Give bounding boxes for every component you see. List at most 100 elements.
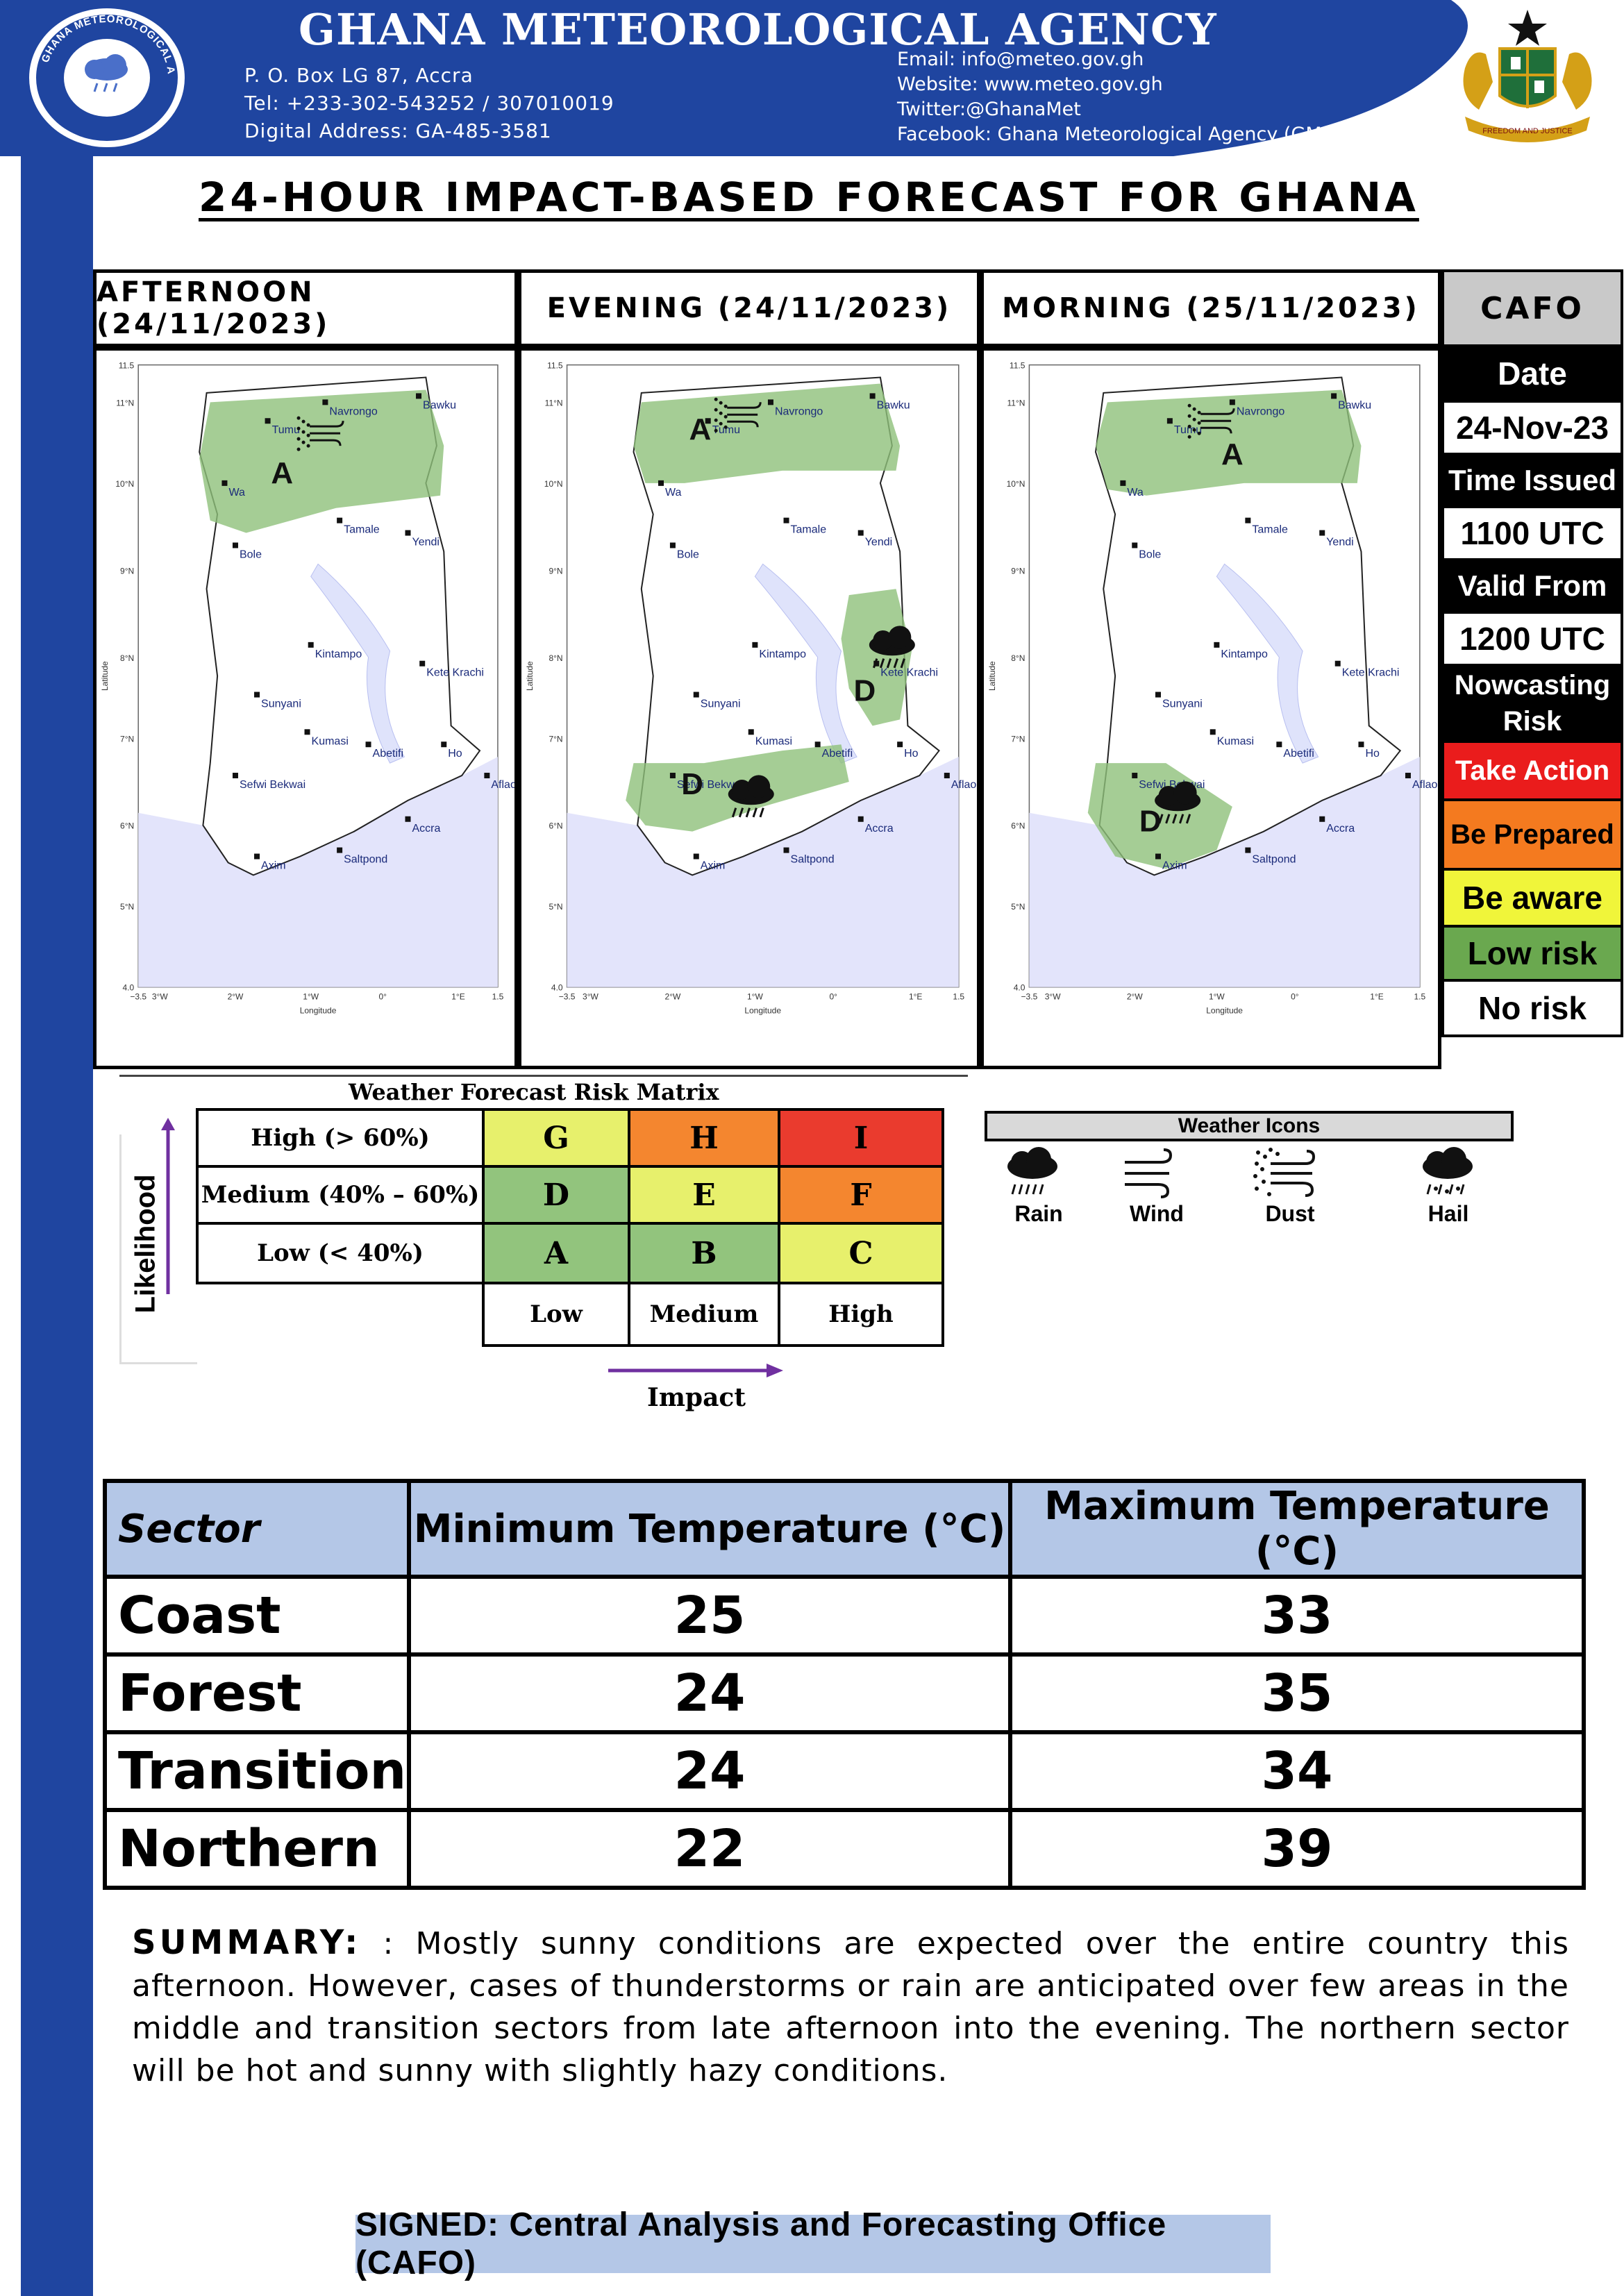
y-tick-label: 8°N bbox=[120, 653, 134, 663]
x-axis-label: Longitude bbox=[300, 1006, 337, 1016]
x-tick-label: 1°W bbox=[1209, 992, 1225, 1002]
matrix-bottom-rule bbox=[119, 1362, 197, 1364]
max-temp-cell: 33 bbox=[1007, 1575, 1587, 1657]
dust-icon bbox=[714, 397, 762, 433]
risk-cell-c: C bbox=[778, 1222, 944, 1284]
wind-icon bbox=[1119, 1146, 1182, 1205]
city-marker bbox=[693, 692, 699, 698]
city-marker bbox=[1276, 741, 1282, 748]
city-label: Tumu bbox=[1174, 424, 1202, 436]
city-marker bbox=[1245, 517, 1251, 523]
risk-zone bbox=[841, 589, 912, 726]
city-label: Axim bbox=[261, 860, 286, 872]
impact-label: Impact bbox=[647, 1383, 746, 1412]
city-label: Kete Krachi bbox=[1342, 667, 1400, 679]
city-label: Aflao bbox=[951, 779, 977, 791]
y-tick-label: 10°N bbox=[544, 479, 563, 489]
x-tick-label: 1.5 bbox=[492, 992, 504, 1002]
city-label: Ho bbox=[448, 748, 462, 760]
y-tick-label: 9°N bbox=[549, 566, 562, 576]
website-link[interactable]: Website: www.meteo.gov.gh bbox=[897, 74, 1163, 95]
city-label: Sunyani bbox=[1162, 698, 1203, 710]
table-header-row: Sector Minimum Temperature (°C) Maximum … bbox=[102, 1479, 1587, 1579]
col-label-high: High bbox=[778, 1282, 944, 1347]
city-label: Tamale bbox=[344, 524, 380, 536]
table-row: Northern 22 39 bbox=[102, 1808, 1587, 1890]
city-label: Accra bbox=[412, 823, 440, 835]
city-label: Kete Krachi bbox=[880, 667, 938, 679]
city-marker bbox=[857, 530, 864, 536]
header-banner bbox=[0, 0, 1624, 156]
period-afternoon-header: AFTERNOON (24/11/2023) bbox=[93, 269, 518, 347]
header-sector: Sector bbox=[102, 1479, 412, 1579]
city-marker bbox=[944, 773, 950, 779]
rain-icon bbox=[1155, 781, 1201, 824]
city-label: Aflao bbox=[491, 779, 514, 791]
dust-icon bbox=[296, 416, 344, 451]
weather-icons-title: Weather Icons bbox=[985, 1111, 1514, 1141]
lake-volta bbox=[310, 563, 405, 764]
email-link[interactable]: Email: info@meteo.gov.gh bbox=[897, 49, 1144, 70]
city-label: Sefwi Bekwai bbox=[677, 779, 743, 791]
city-marker bbox=[693, 853, 699, 860]
y-tick-label: 8°N bbox=[1011, 653, 1025, 663]
risk-cell-b: B bbox=[628, 1222, 780, 1284]
y-tick-label: 7°N bbox=[549, 734, 562, 744]
city-marker bbox=[416, 393, 422, 399]
risk-zone bbox=[633, 383, 901, 483]
city-marker bbox=[897, 741, 903, 748]
risk-be-aware: Be aware bbox=[1441, 868, 1623, 928]
facebook-link[interactable]: Facebook: Ghana Meteorological Agency (G… bbox=[897, 124, 1348, 145]
city-label: Tamale bbox=[791, 524, 827, 536]
ghana-outline bbox=[633, 376, 940, 876]
y-axis-label: Latitude bbox=[987, 661, 997, 691]
lake-volta bbox=[1216, 563, 1319, 764]
y-tick-label: 11°N bbox=[116, 398, 134, 408]
city-label: Yendi bbox=[412, 537, 439, 548]
y-tick-label: 6°N bbox=[549, 821, 562, 831]
rain-icon bbox=[1001, 1146, 1064, 1205]
likelihood-label: Likelihood bbox=[130, 1174, 161, 1313]
x-tick-label: 0° bbox=[829, 992, 837, 1002]
risk-matrix: Weather Forecast Risk Matrix Likelihood … bbox=[119, 1075, 968, 1421]
city-label: Bawku bbox=[423, 399, 456, 411]
table-row: Forest 24 35 bbox=[102, 1652, 1587, 1734]
agency-name: GHANA METEOROLOGICAL AGENCY bbox=[299, 4, 1217, 55]
city-label: Abetifi bbox=[373, 748, 403, 760]
lake-volta bbox=[754, 563, 857, 764]
coat-of-arms: FREEDOM AND JUSTICE bbox=[1444, 6, 1611, 144]
x-tick-label: 1°E bbox=[1370, 992, 1383, 1002]
y-tick-label: 10°N bbox=[115, 479, 134, 489]
city-marker bbox=[869, 393, 876, 399]
sea-area bbox=[1029, 757, 1420, 987]
x-tick-label: 2°W bbox=[1127, 992, 1143, 1002]
city-marker bbox=[1120, 480, 1126, 486]
city-label: Kumasi bbox=[755, 735, 792, 747]
city-marker bbox=[1155, 692, 1162, 698]
city-marker bbox=[232, 542, 238, 548]
risk-matrix-title: Weather Forecast Risk Matrix bbox=[349, 1079, 719, 1105]
risk-zone bbox=[1096, 389, 1362, 496]
nowcasting-risk-label: Nowcasting Risk bbox=[1441, 664, 1623, 743]
city-label: Tamale bbox=[1252, 524, 1288, 536]
city-label: Sefwi Bekwai bbox=[240, 779, 305, 791]
city-label: Sunyani bbox=[701, 698, 741, 710]
risk-zone-code: A bbox=[271, 456, 293, 490]
y-tick-label: 7°N bbox=[1011, 734, 1025, 744]
sector-cell: Coast bbox=[102, 1575, 412, 1657]
risk-zone bbox=[199, 389, 444, 533]
y-tick-label: 4.0 bbox=[123, 983, 135, 993]
city-label: Bole bbox=[1139, 548, 1161, 560]
city-label: Bole bbox=[240, 548, 262, 560]
left-blue-stripe bbox=[21, 139, 93, 2296]
city-label: Navrongo bbox=[1237, 405, 1284, 417]
city-label: Kete Krachi bbox=[426, 667, 484, 679]
city-label: Bawku bbox=[1338, 399, 1371, 411]
city-label: Ho bbox=[1365, 748, 1380, 760]
twitter-link[interactable]: Twitter:@GhanaMet bbox=[897, 99, 1081, 120]
risk-cell-i: I bbox=[778, 1108, 944, 1168]
risk-cell-e: E bbox=[628, 1165, 780, 1225]
city-marker bbox=[441, 741, 447, 748]
matrix-left-rule bbox=[119, 1134, 122, 1364]
city-marker bbox=[254, 853, 260, 860]
